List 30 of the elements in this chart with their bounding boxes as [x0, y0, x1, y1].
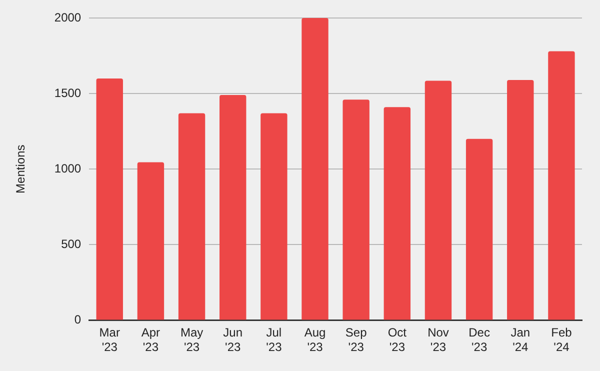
bar	[302, 18, 328, 320]
x-tick-label: Jun '23	[223, 326, 243, 354]
bar	[548, 51, 575, 320]
y-tick-label: 1000	[54, 161, 82, 176]
x-tick-label: May '23	[180, 326, 204, 354]
bar	[96, 78, 123, 320]
bar	[220, 95, 246, 320]
bar	[178, 113, 206, 320]
bar	[424, 80, 452, 320]
bar	[507, 80, 534, 320]
x-tick-label: Sep '23	[345, 326, 368, 354]
x-tick-label: Jul '23	[266, 326, 282, 354]
bar	[466, 138, 493, 320]
x-tick-label: Dec '23	[468, 326, 490, 354]
x-tick-label: Aug '23	[304, 326, 326, 354]
bar	[137, 162, 164, 320]
y-tick-label: 2000	[54, 10, 82, 24]
bar	[342, 100, 370, 320]
x-tick-label: Apr '23	[141, 326, 160, 354]
bar	[384, 107, 411, 320]
y-tick-label: 500	[61, 236, 82, 251]
y-tick-label: 0	[74, 312, 82, 327]
y-tick-label: 1500	[54, 86, 82, 100]
x-tick-label: Mar '23	[99, 326, 120, 354]
y-axis-title: Mentions	[14, 144, 28, 194]
x-tick-label: Feb '24	[551, 326, 572, 354]
x-tick-label: Jan '24	[510, 326, 530, 354]
x-tick-label: Oct '23	[388, 326, 408, 354]
bar	[260, 113, 288, 320]
x-tick-label: Nov '23	[428, 326, 449, 354]
